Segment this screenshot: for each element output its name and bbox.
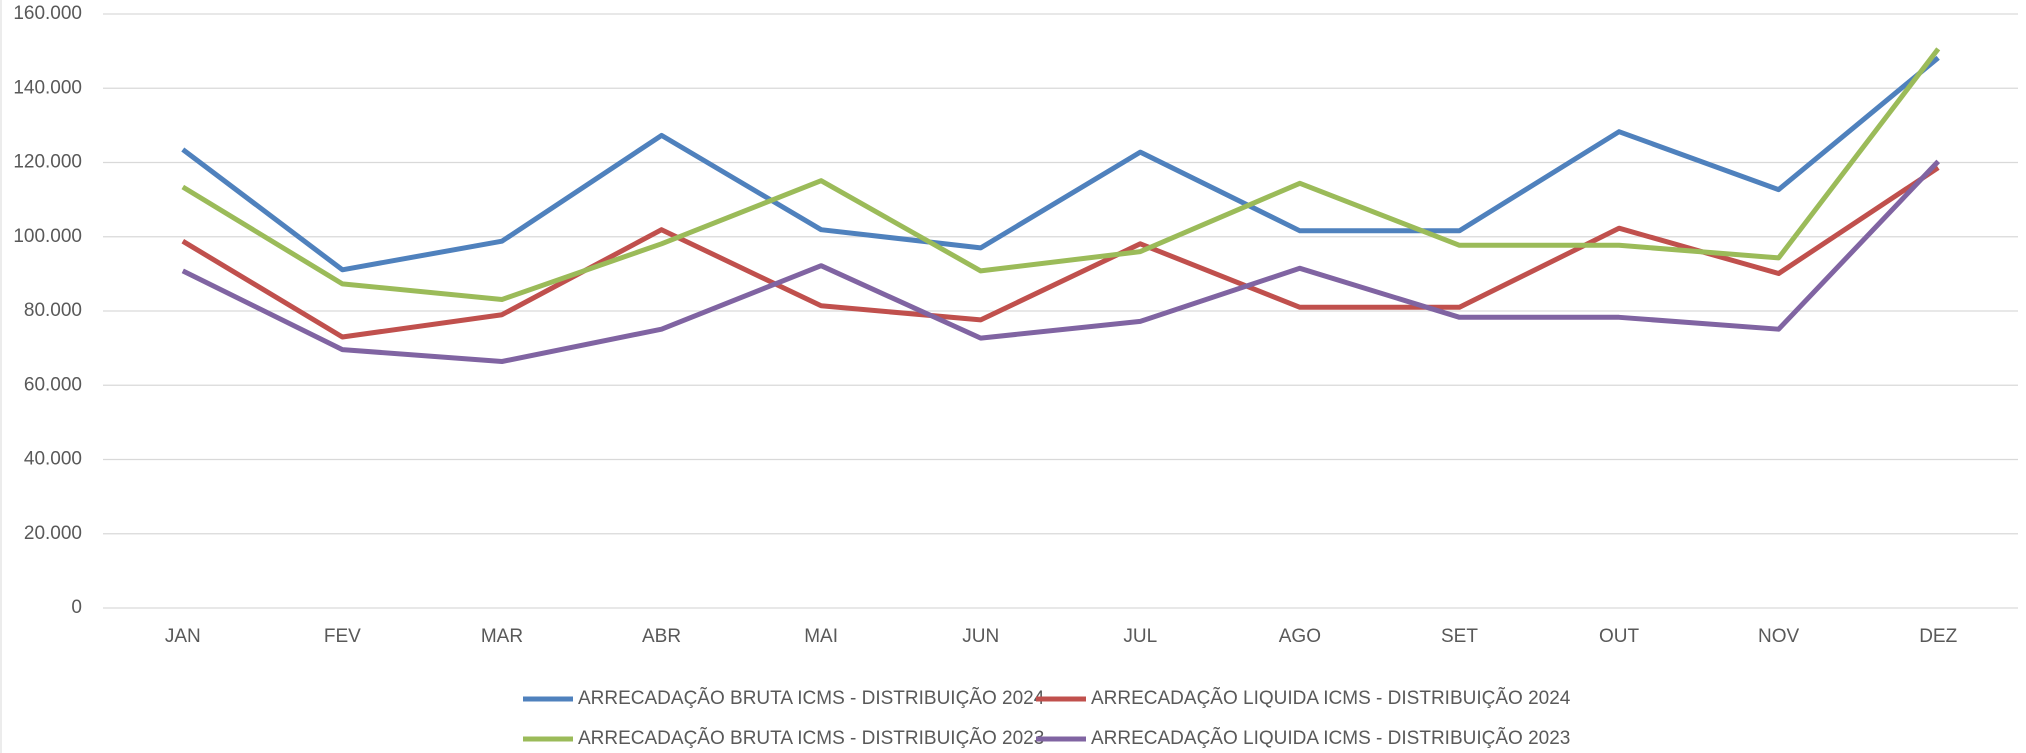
y-tick-label: 100.000 [13,226,82,247]
x-tick-label: MAR [481,626,523,647]
x-tick-label: ABR [642,626,681,647]
series-line [181,165,1940,340]
y-tick-label: 120.000 [13,152,82,173]
legend-label: ARRECADAÇÃO BRUTA ICMS - DISTRIBUIÇÃO 20… [578,727,1044,749]
y-tick-label: 140.000 [13,77,82,98]
legend-label: ARRECADAÇÃO LIQUIDA ICMS - DISTRIBUIÇÃO … [1091,687,1571,709]
x-tick-label: MAI [804,626,838,647]
series-line [181,47,1941,302]
x-tick-label: JUN [962,626,999,647]
series-line [181,55,1940,273]
y-tick-label: 0 [71,597,82,618]
x-tick-label: DEZ [1919,626,1957,647]
x-tick-label: OUT [1599,626,1640,647]
x-tick-label: JAN [165,626,201,647]
x-tick-label: NOV [1758,626,1800,647]
x-tick-label: JUL [1123,626,1157,647]
x-tick-label: SET [1441,626,1478,647]
series-line [181,159,1941,364]
y-tick-label: 20.000 [24,523,82,544]
x-tick-label: AGO [1279,626,1321,647]
y-tick-label: 160.000 [13,3,82,24]
legend-label: ARRECADAÇÃO BRUTA ICMS - DISTRIBUIÇÃO 20… [578,687,1045,709]
y-tick-label: 60.000 [24,374,82,395]
legend-label: ARRECADAÇÃO LIQUIDA ICMS - DISTRIBUIÇÃO … [1091,727,1570,749]
y-tick-label: 40.000 [24,449,82,470]
y-tick-label: 80.000 [24,300,82,321]
x-tick-label: FEV [324,626,361,647]
